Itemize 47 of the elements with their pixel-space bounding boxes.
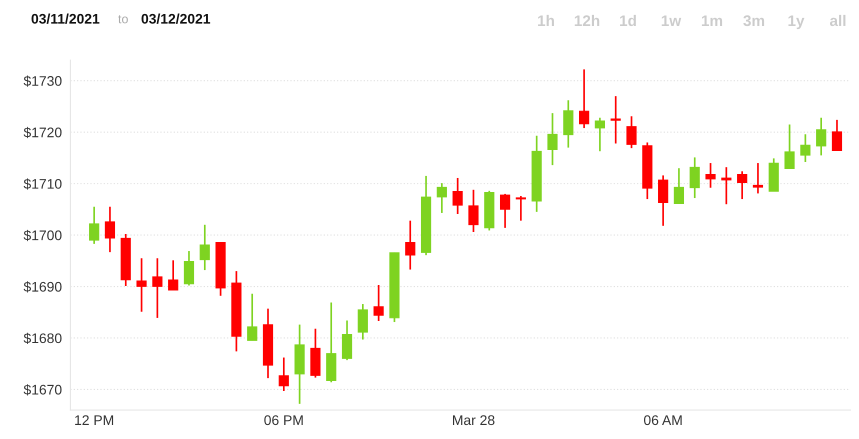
x-tick-label: Mar 28	[452, 415, 494, 426]
candlestick	[168, 259, 178, 291]
candlestick	[579, 68, 590, 129]
candlestick	[721, 166, 732, 206]
text: 03/11/2021	[32, 14, 100, 24]
candlestick	[784, 124, 795, 170]
candlestick	[89, 206, 100, 245]
candlestick	[247, 292, 258, 342]
y-tick-label: $1700	[24, 230, 62, 242]
candlestick	[594, 116, 605, 152]
candlestick	[737, 170, 748, 200]
y-tick-label: $1690	[24, 281, 62, 293]
y-tick-label: $1710	[24, 178, 62, 190]
x-tick-label: 06 AM	[644, 415, 682, 426]
text: to	[118, 15, 128, 24]
candlestick	[436, 182, 447, 214]
candlestick	[547, 112, 558, 166]
candlestick	[104, 206, 116, 253]
candlestick	[516, 195, 526, 222]
candlestick	[468, 188, 479, 233]
candlestick	[626, 115, 637, 149]
text: 03/12/2021	[142, 14, 210, 24]
candlestick	[200, 224, 210, 271]
candlestick	[452, 177, 463, 215]
candlestick	[658, 174, 668, 227]
candlestick	[800, 133, 810, 163]
candlestick	[136, 257, 147, 313]
candlestick	[374, 284, 384, 322]
candlestick	[278, 356, 289, 392]
candlestick	[690, 156, 700, 199]
y-tick-label: $1670	[24, 384, 62, 396]
y-tick-label: $1720	[24, 126, 62, 138]
y-tick-label: $1680	[24, 332, 62, 344]
x-tick-label: 12 PM	[75, 415, 114, 425]
candlestick	[674, 167, 684, 205]
candlestick	[705, 162, 716, 189]
candlestick	[184, 250, 194, 286]
candlestick	[152, 257, 162, 319]
candlestick	[405, 220, 416, 270]
candlestick	[816, 116, 826, 156]
candlestick	[752, 162, 764, 194]
x-tick-label: 06 PM	[264, 415, 303, 426]
candlestick	[832, 118, 842, 152]
candlestick	[358, 303, 368, 340]
y-tick-label: $1730	[24, 75, 62, 87]
candlestick	[610, 95, 621, 144]
candlestick	[500, 193, 510, 229]
